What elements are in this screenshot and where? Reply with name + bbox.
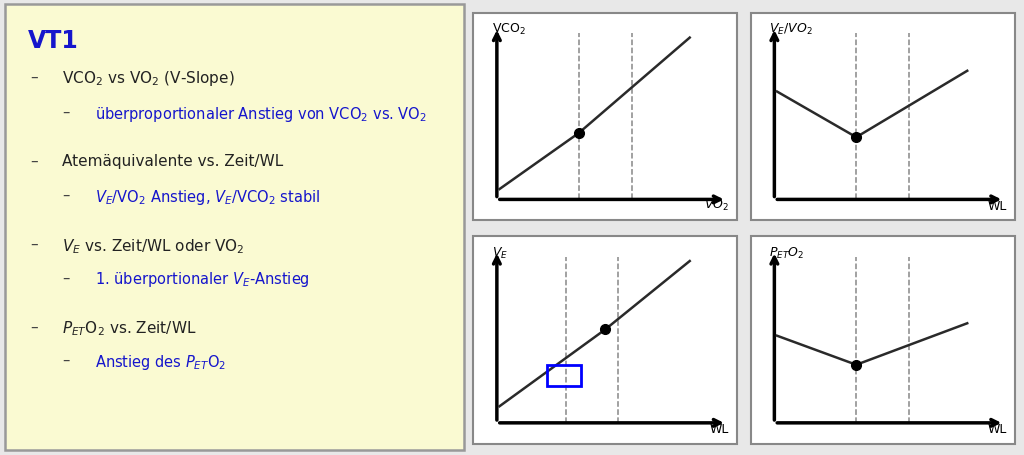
Text: $P_{ET}O_2$: $P_{ET}O_2$ <box>769 245 804 260</box>
Text: VCO$_2$ vs VO$_2$ (V-Slope): VCO$_2$ vs VO$_2$ (V-Slope) <box>62 69 236 88</box>
Text: VT1: VT1 <box>28 29 79 53</box>
Text: –: – <box>31 154 38 169</box>
Text: –: – <box>31 69 38 84</box>
Text: –: – <box>62 187 70 202</box>
Text: WL: WL <box>987 199 1007 212</box>
Text: –: – <box>62 270 70 285</box>
Text: überproportionaler Anstieg von VCO$_2$ vs. VO$_2$: überproportionaler Anstieg von VCO$_2$ v… <box>94 105 427 124</box>
Text: Atemäquivalente vs. Zeit/WL: Atemäquivalente vs. Zeit/WL <box>62 154 284 169</box>
Bar <box>547 365 582 386</box>
Text: 1. überportionaler $V_E$-Anstieg: 1. überportionaler $V_E$-Anstieg <box>94 270 309 289</box>
Text: Anstieg des $P_{ET}$O$_2$: Anstieg des $P_{ET}$O$_2$ <box>94 352 226 371</box>
Text: VCO$_2$: VCO$_2$ <box>492 22 525 37</box>
Text: $V_E$ vs. Zeit/WL oder VO$_2$: $V_E$ vs. Zeit/WL oder VO$_2$ <box>62 237 245 255</box>
Text: WL: WL <box>710 422 729 435</box>
Text: $V_E/VO_2$: $V_E/VO_2$ <box>769 22 813 37</box>
Text: $P_{ET}$O$_2$ vs. Zeit/WL: $P_{ET}$O$_2$ vs. Zeit/WL <box>62 319 197 338</box>
Text: –: – <box>31 319 38 334</box>
Text: $VO_2$: $VO_2$ <box>705 197 729 212</box>
Text: –: – <box>62 352 70 367</box>
Text: WL: WL <box>987 422 1007 435</box>
Text: $V_E$: $V_E$ <box>492 245 508 260</box>
Text: –: – <box>31 237 38 251</box>
Text: $V_E$/VO$_2$ Anstieg, $V_E$/VCO$_2$ stabil: $V_E$/VO$_2$ Anstieg, $V_E$/VCO$_2$ stab… <box>94 187 319 206</box>
Text: –: – <box>62 105 70 120</box>
